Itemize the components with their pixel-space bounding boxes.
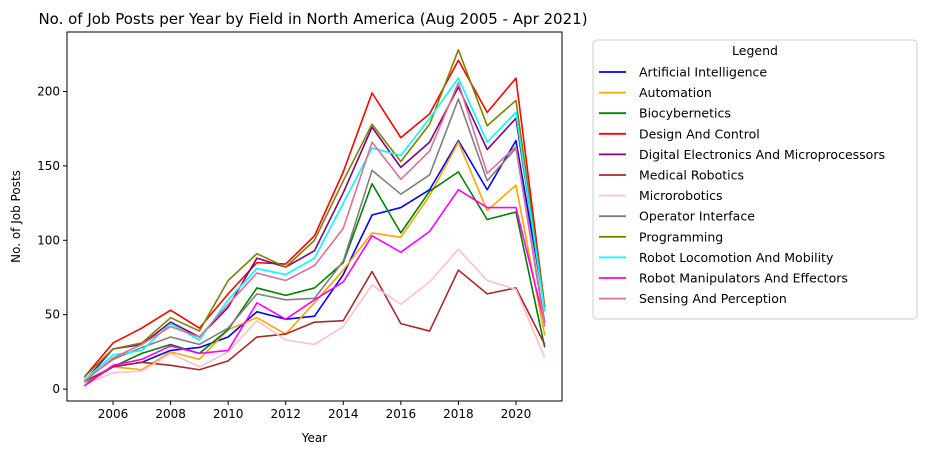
x-tick-label: 2018 — [443, 407, 474, 421]
y-axis: 0 50 100 150 200 — [37, 85, 67, 396]
y-axis-label: No. of Job Posts — [9, 170, 23, 263]
legend-entry: Design And Control — [639, 126, 760, 141]
series-line-12 — [83, 81, 546, 383]
legend-entry: Artificial Intelligence — [639, 65, 767, 80]
legend-entry: Biocybernetics — [639, 106, 731, 121]
series-line-2 — [83, 141, 546, 383]
series-line-9 — [83, 49, 546, 378]
series-line-8 — [83, 98, 546, 381]
series-line-1 — [83, 139, 546, 383]
x-tick-label: 2020 — [501, 407, 532, 421]
x-axis: 2006 2008 2010 2012 2014 2016 2018 2020 — [98, 401, 531, 421]
x-tick-label: 2014 — [328, 407, 359, 421]
x-tick-label: 2012 — [270, 407, 301, 421]
legend-entry: Digital Electronics And Microprocessors — [639, 147, 885, 162]
x-tick-label: 2016 — [386, 407, 417, 421]
series-line-4 — [83, 59, 546, 378]
y-tick-label: 0 — [52, 382, 60, 396]
legend: Legend Artificial Intelligence Automation… — [592, 39, 918, 320]
series-line-3 — [83, 171, 546, 386]
legend-items: Artificial Intelligence Automation Biocybe… — [599, 65, 885, 306]
legend-entry: Programming — [639, 229, 723, 244]
x-axis-label: Year — [301, 431, 327, 445]
legend-entry: Microrobotics — [639, 188, 723, 203]
legend-entry: Automation — [639, 85, 712, 100]
series-line-5 — [83, 86, 546, 383]
legend-entry: Operator Interface — [639, 209, 755, 224]
series-line-7 — [83, 248, 546, 386]
plot-lines — [83, 49, 546, 387]
legend-entry: Robot Manipulators And Effectors — [639, 271, 848, 286]
chart-title: No. of Job Posts per Year by Field in No… — [38, 10, 587, 28]
x-tick-label: 2006 — [98, 407, 129, 421]
legend-entry: Sensing And Perception — [639, 291, 787, 306]
legend-entry: Robot Locomotion And Mobility — [639, 250, 834, 265]
y-tick-label: 150 — [37, 159, 60, 173]
legend-title: Legend — [732, 43, 778, 58]
x-tick-label: 2010 — [213, 407, 244, 421]
legend-entry: Medical Robotics — [639, 168, 744, 183]
y-tick-label: 200 — [37, 85, 60, 99]
series-line-6 — [83, 269, 546, 383]
legend-box — [592, 39, 918, 320]
y-tick-label: 100 — [37, 233, 60, 247]
series-line-11 — [83, 188, 546, 387]
y-tick-label: 50 — [45, 308, 60, 322]
x-tick-label: 2008 — [155, 407, 186, 421]
plot-frame — [66, 31, 563, 402]
